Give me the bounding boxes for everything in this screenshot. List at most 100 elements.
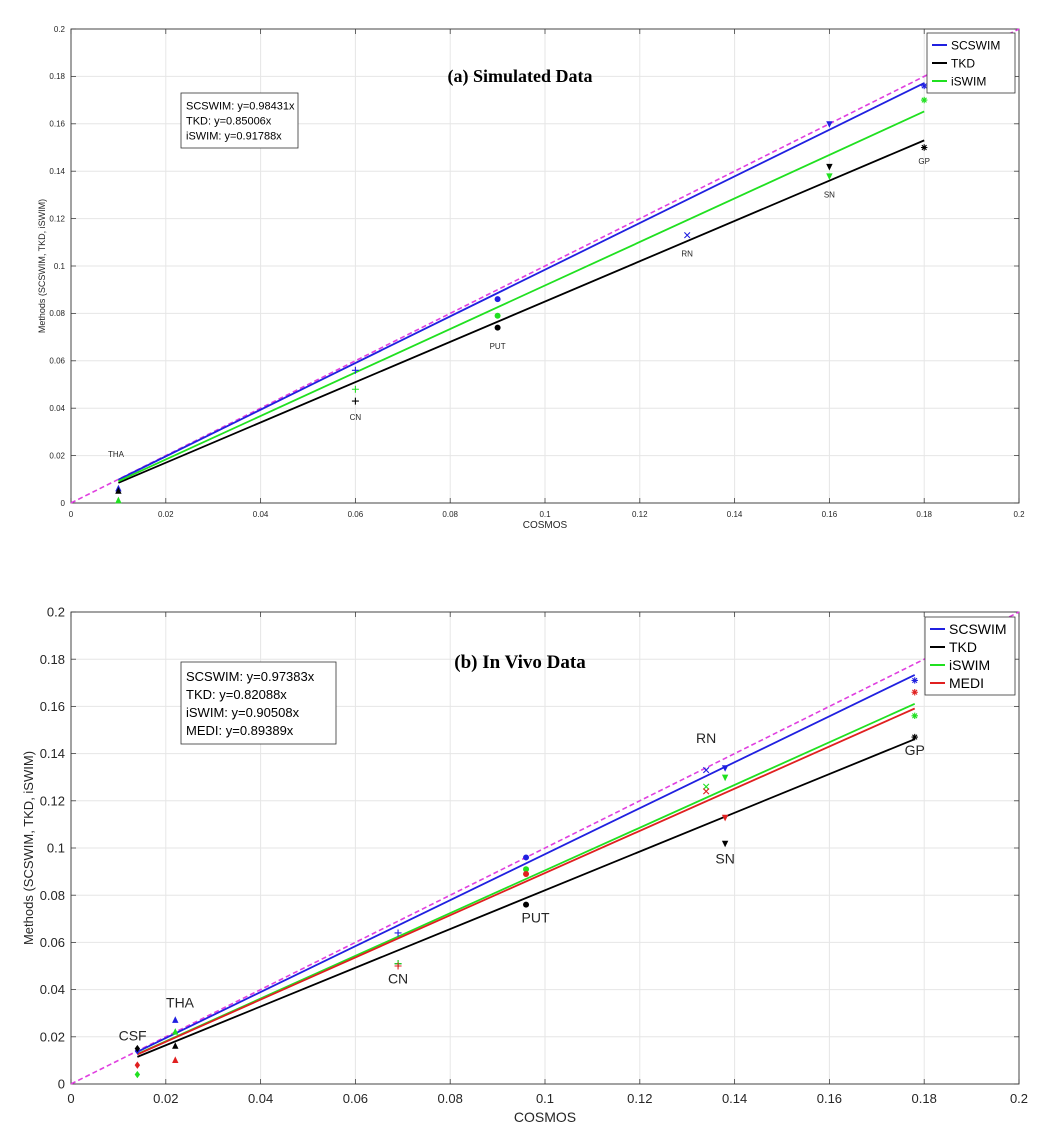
- x-axis-label: COSMOS: [514, 1109, 576, 1125]
- y-tick-label: 0.1: [47, 841, 65, 856]
- fit-equation: TKD: y=0.82088x: [186, 687, 287, 702]
- chart-title: (a) Simulated Data: [448, 66, 593, 87]
- region-label: RN: [681, 250, 693, 259]
- x-tick-label: 0.16: [822, 510, 838, 519]
- x-tick-label: 0.08: [438, 1091, 463, 1106]
- data-point-iswim: [172, 1028, 179, 1035]
- legend: SCSWIM TKD iSWIM MEDI: [924, 616, 1016, 696]
- legend-label: SCSWIM: [949, 621, 1007, 637]
- axes-frame: [70, 611, 1020, 1085]
- fit-equation-box: [180, 92, 299, 149]
- region-label: SN: [715, 850, 734, 866]
- data-point-scswim: [394, 929, 402, 937]
- data-point-iswim: [523, 866, 530, 873]
- data-point-scswim: [702, 766, 710, 774]
- series-medi: [134, 689, 918, 1069]
- fit-line-tkd: [137, 738, 916, 1058]
- x-tick-label: 0.2: [1010, 1091, 1028, 1106]
- data-point-iswim: [721, 774, 729, 782]
- region-label: CN: [388, 971, 408, 987]
- region-label: GP: [918, 157, 930, 166]
- legend-label: iSWIM: [949, 657, 990, 673]
- data-point-iswim: [826, 173, 833, 180]
- legend: SCSWIM TKD iSWIM: [926, 32, 1016, 94]
- x-tick-label: 0.14: [722, 1091, 747, 1106]
- y-tick-label: 0.02: [49, 451, 65, 460]
- x-tick-label: 0.12: [632, 510, 648, 519]
- y-tick-label: 0.1: [54, 262, 66, 271]
- fit-equation: TKD: y=0.85006x: [186, 116, 272, 128]
- fit-line-tkd: [118, 139, 925, 484]
- region-label: PUT: [490, 342, 506, 351]
- data-point-scswim: [523, 854, 530, 861]
- x-tick-label: 0.16: [817, 1091, 842, 1106]
- y-tick-label: 0.06: [40, 935, 65, 950]
- chart-in-vivo-data: 0 0.02 0.04 0.06 0.08 0.1 0.12 0.14 0.16 0.18 0.2 0…: [21, 605, 1028, 1125]
- y-tick-label: 0.04: [40, 982, 65, 997]
- x-tick-label: 0.08: [442, 510, 458, 519]
- x-tick-label: 0: [67, 1091, 74, 1106]
- data-point-medi: [172, 1056, 179, 1063]
- y-tick-label: 0.12: [40, 793, 65, 808]
- y-tick-label: 0: [61, 499, 66, 508]
- region-label: PUT: [522, 909, 550, 925]
- x-tick-label: 0: [69, 510, 74, 519]
- chart-title: (b) In Vivo Data: [454, 652, 586, 673]
- y-tick-label: 0.14: [40, 746, 65, 761]
- fit-equation: MEDI: y=0.89389x: [186, 723, 294, 738]
- data-point-tkd: [911, 733, 918, 741]
- fit-line-iswim: [118, 110, 925, 483]
- data-point-medi: [702, 788, 710, 795]
- fit-equation: SCSWIM: y=0.98431x: [186, 101, 295, 113]
- data-point-iswim: [911, 712, 918, 720]
- y-tick-label: 0.06: [49, 357, 65, 366]
- region-label: CSF: [119, 1027, 147, 1043]
- data-point-scswim: [911, 677, 918, 684]
- data-point-tkd: [523, 901, 530, 908]
- x-tick-label: 0.02: [158, 510, 174, 519]
- fit-equation-box: [180, 661, 337, 745]
- chart-simulated-data: 0 0.02 0.04 0.06 0.08 0.1 0.12 0.14 0.16 0.18 0.2 0…: [37, 25, 1025, 531]
- data-point-tkd: [115, 487, 122, 494]
- data-point-medi: [394, 962, 402, 970]
- region-label: SN: [824, 190, 835, 199]
- series-scswim: [115, 82, 928, 492]
- region-label: RN: [696, 730, 716, 746]
- fit-line-scswim: [136, 674, 916, 1053]
- data-point-tkd: [134, 1044, 141, 1053]
- data-point-tkd: [351, 397, 359, 405]
- fit-equation: iSWIM: y=0.91788x: [186, 131, 282, 143]
- x-tick-label: 0.02: [153, 1091, 178, 1106]
- data-point-scswim: [494, 296, 501, 303]
- identity-line: [70, 28, 1020, 504]
- data-point-scswim: [921, 82, 928, 90]
- y-tick-label: 0.14: [49, 167, 65, 176]
- region-label: CN: [350, 413, 362, 422]
- series-iswim: [115, 96, 928, 504]
- x-tick-label: 0.04: [248, 1091, 273, 1106]
- region-label: THA: [166, 994, 195, 1010]
- data-point-tkd: [921, 144, 928, 151]
- data-point-iswim: [115, 496, 122, 504]
- x-tick-label: 0.14: [727, 510, 743, 519]
- fit-equation: SCSWIM: y=0.97383x: [186, 669, 315, 684]
- y-axis-label: Methods (SCSWIM, TKD, iSWIM): [21, 751, 36, 945]
- y-tick-label: 0.08: [49, 309, 65, 318]
- data-point-medi: [523, 870, 530, 877]
- legend-label: SCSWIM: [951, 38, 1000, 52]
- data-point-iswim: [702, 783, 710, 790]
- x-tick-label: 0.04: [253, 510, 269, 519]
- data-point-tkd: [494, 324, 501, 331]
- data-point-scswim: [351, 366, 359, 374]
- fit-line-scswim: [118, 82, 925, 481]
- data-point-iswim: [351, 385, 359, 393]
- axes-frame: [70, 28, 1020, 504]
- data-point-medi: [721, 814, 729, 822]
- x-tick-label: 0.12: [627, 1091, 652, 1106]
- y-tick-label: 0.12: [49, 214, 65, 223]
- data-point-scswim: [172, 1016, 179, 1023]
- legend-label: MEDI: [949, 675, 984, 691]
- fit-line-medi: [136, 707, 916, 1056]
- x-tick-label: 0.18: [912, 1091, 937, 1106]
